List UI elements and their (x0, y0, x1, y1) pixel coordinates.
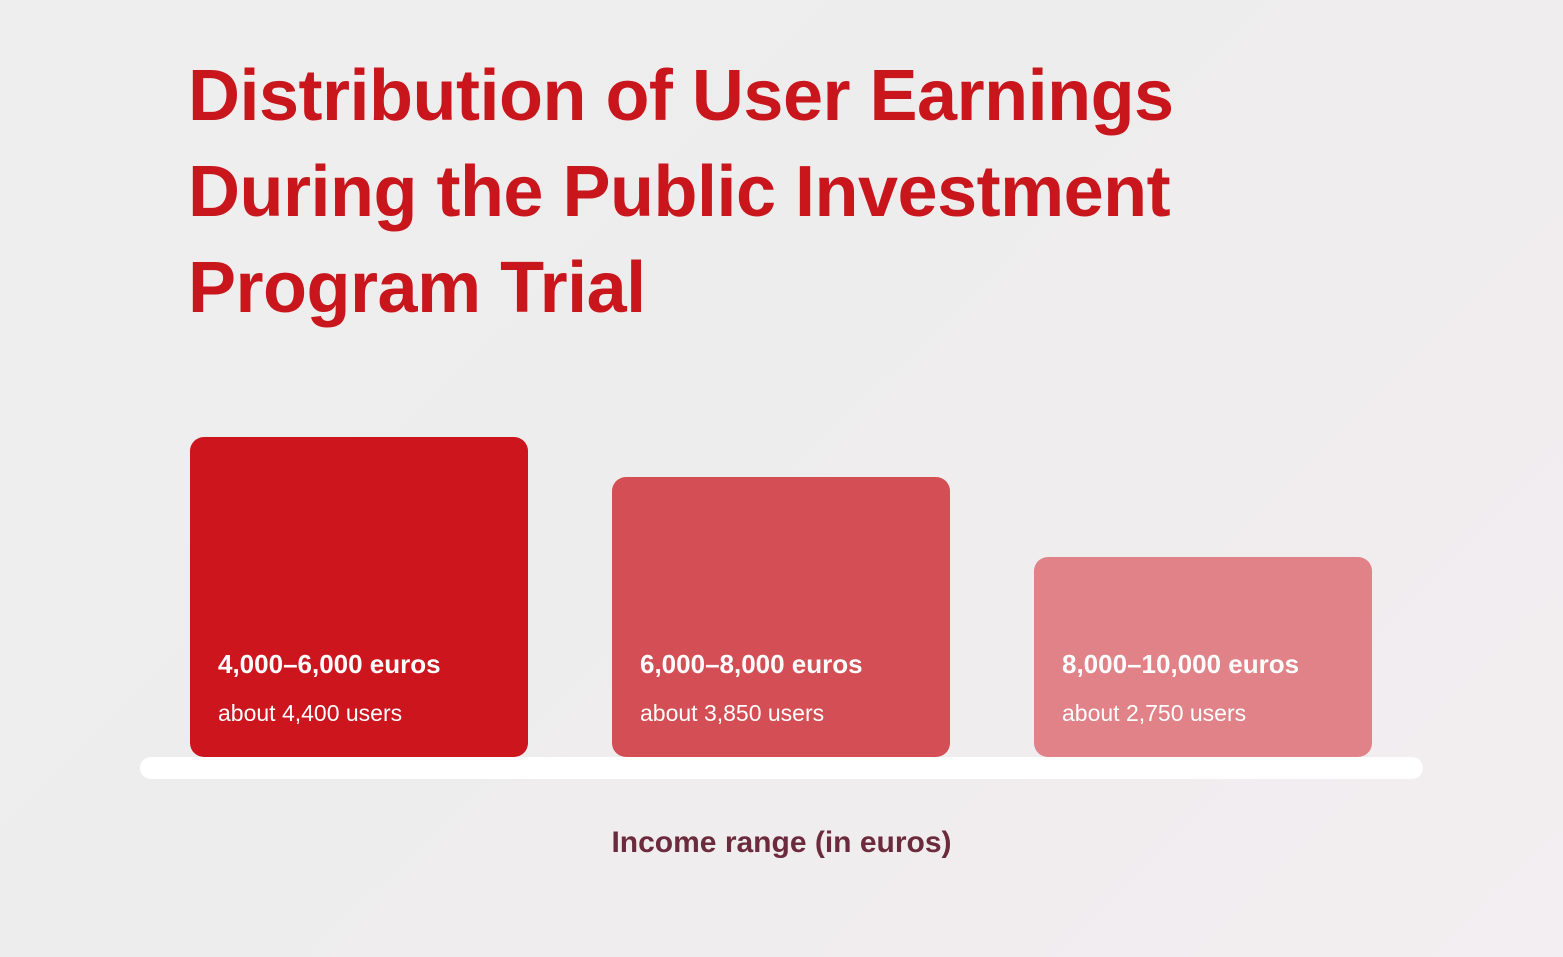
bar-income-range-1[interactable]: 4,000–6,000 euros about 4,400 users (190, 437, 528, 757)
bar-label-group-1: 4,000–6,000 euros about 4,400 users (218, 647, 514, 729)
bar-label-group-2: 6,000–8,000 euros about 3,850 users (640, 647, 936, 729)
bar-count-label-2: about 3,850 users (640, 700, 825, 726)
axis-baseline (140, 757, 1423, 779)
x-axis-label: Income range (in euros) (611, 826, 952, 859)
bar-range-label-3: 8,000–10,000 euros (1062, 649, 1300, 679)
bar-income-range-2[interactable]: 6,000–8,000 euros about 3,850 users (612, 477, 950, 757)
chart-title: Distribution of User Earnings During the… (188, 56, 1194, 328)
bar-income-range-3[interactable]: 8,000–10,000 euros about 2,750 users (1034, 557, 1372, 757)
bar-range-label-1: 4,000–6,000 euros (218, 649, 441, 679)
bar-count-label-1: about 4,400 users (218, 700, 403, 726)
bar-label-group-3: 8,000–10,000 euros about 2,750 users (1062, 647, 1358, 729)
bar-count-label-3: about 2,750 users (1062, 700, 1247, 726)
bar-range-label-2: 6,000–8,000 euros (640, 649, 863, 679)
